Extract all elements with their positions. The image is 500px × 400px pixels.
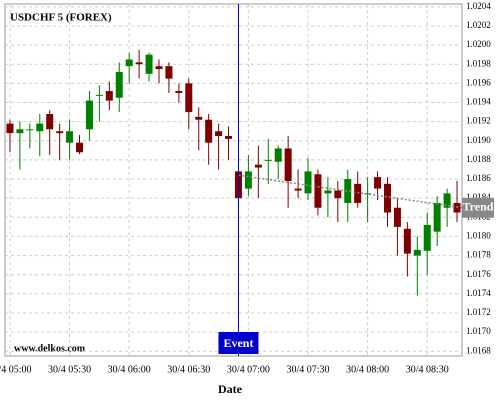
candle-body [304,171,312,194]
event-label-box [218,332,259,354]
candle-body [26,129,34,131]
watermark: www.delkos.com [14,343,86,354]
candle-body [344,179,352,203]
x-tick-label: 30/4 06:30 [167,364,210,375]
trend-line [238,174,463,209]
y-tick-label: 1.0190 [466,135,491,145]
candle-body [6,123,14,134]
x-tick-label: 30/4 07:00 [227,364,270,375]
candle-body [175,91,183,93]
candle-body [165,66,173,79]
candle-body [76,142,84,153]
candle-body [145,54,153,74]
event-label: Event [223,336,253,350]
y-tick-label: 1.0184 [466,192,491,202]
candle-body [85,100,93,130]
y-tick-label: 1.0194 [466,97,491,107]
candle-body [16,129,24,134]
y-tick-label: 1.0174 [466,288,491,298]
candle-body [364,193,372,195]
candle-body [383,183,391,213]
x-tick-label: 30/4 05:00 [0,364,31,375]
candle-body [195,116,203,120]
candle-body [314,174,322,208]
x-tick-label: 30/4 08:00 [346,364,389,375]
y-tick-label: 1.0202 [466,20,491,30]
candle-body [443,193,451,208]
candle-body [56,131,64,134]
y-tick-label: 1.0176 [466,269,491,279]
y-tick-label: 1.0200 [466,39,491,49]
candle-body [66,131,74,143]
candle-body [105,91,113,101]
candle-body [423,224,431,251]
candle-body [155,66,163,70]
candle-body [215,131,223,136]
y-tick-label: 1.0196 [466,77,491,87]
candle-body [264,159,272,161]
candle-body [185,83,193,113]
candle-body [374,177,382,189]
y-tick-label: 1.0170 [466,326,491,336]
y-tick-label: 1.0186 [466,173,491,183]
y-tick-label: 1.0188 [466,154,491,164]
candle-body [135,62,143,65]
candle-body [274,148,282,162]
x-tick-label: 30/4 06:00 [108,364,151,375]
candle-body [433,202,441,232]
y-tick-label: 1.0178 [466,250,491,260]
x-tick-label: 30/4 07:30 [286,364,329,375]
candle-body [125,59,133,67]
trend-label-box [462,197,494,218]
trend-label: Trend [463,199,494,213]
candle-body [324,190,332,194]
plot-area [4,3,463,357]
candle-body [403,228,411,254]
candle-body [36,123,44,132]
y-tick-label: 1.0180 [466,230,491,240]
candle-body [205,119,213,143]
y-tick-label: 1.0168 [466,345,491,355]
candle-body [354,183,362,203]
y-tick-label: 1.0172 [466,307,491,317]
candle-body [225,136,233,139]
x-tick-label: 30/4 05:30 [48,364,91,375]
candle-body [115,71,123,98]
y-tick-label: 1.0204 [466,1,491,11]
candle-body [393,207,401,227]
candle-body [254,164,262,168]
chart-title: USDCHF 5 (FOREX) [10,12,112,24]
x-axis-label: Date [218,382,243,396]
candle-body [244,171,252,189]
x-tick-label: 30/4 08:30 [406,364,449,375]
candle-body [284,148,292,181]
candle-body [413,249,421,256]
candle-body [334,190,342,199]
candle-body [46,114,54,130]
candle-body [294,188,302,191]
candle-body [95,94,103,96]
y-tick-label: 1.0192 [466,116,491,126]
y-tick-label: 1.0198 [466,58,491,68]
